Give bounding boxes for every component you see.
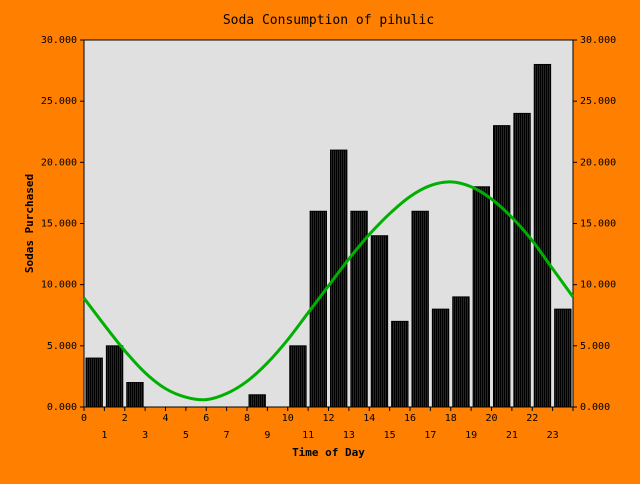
x-tick-label-23: 23 bbox=[547, 430, 559, 441]
bar-13 bbox=[350, 210, 368, 408]
bar-18 bbox=[452, 296, 470, 408]
bar-15 bbox=[391, 320, 409, 408]
bar-23 bbox=[554, 308, 572, 408]
y-tick-label-left: 5.000 bbox=[47, 341, 77, 352]
bar-10 bbox=[289, 345, 307, 408]
y-tick-label-right: 5.000 bbox=[580, 341, 610, 352]
x-tick-label-4: 4 bbox=[162, 413, 168, 424]
y-tick-label-left: 10.000 bbox=[41, 280, 77, 291]
chart-title: Soda Consumption of pihulic bbox=[223, 13, 434, 28]
x-tick-label-13: 13 bbox=[343, 430, 355, 441]
bar-0 bbox=[85, 357, 103, 408]
x-tick-label-15: 15 bbox=[384, 430, 396, 441]
bar-17 bbox=[431, 308, 450, 408]
bar-19 bbox=[472, 186, 490, 408]
x-tick-label-19: 19 bbox=[465, 430, 477, 441]
y-tick-label-left: 25.000 bbox=[41, 96, 77, 107]
x-tick-label-10: 10 bbox=[282, 413, 294, 424]
bar-1 bbox=[105, 345, 124, 408]
x-tick-label-7: 7 bbox=[224, 430, 230, 441]
y-tick-label-right: 15.000 bbox=[580, 219, 616, 230]
bar-8 bbox=[248, 394, 266, 408]
x-tick-label-3: 3 bbox=[142, 430, 148, 441]
y-tick-label-left: 15.000 bbox=[41, 219, 77, 230]
y-tick-label-right: 10.000 bbox=[580, 280, 616, 291]
x-tick-label-9: 9 bbox=[264, 430, 270, 441]
bar-16 bbox=[411, 210, 429, 408]
y-tick-label-right: 25.000 bbox=[580, 96, 616, 107]
x-tick-label-20: 20 bbox=[485, 413, 497, 424]
x-tick-label-22: 22 bbox=[526, 413, 538, 424]
y-tick-label-right: 0.000 bbox=[580, 402, 610, 413]
plot-area bbox=[83, 39, 574, 408]
x-tick-label-6: 6 bbox=[203, 413, 209, 424]
bars-group bbox=[85, 63, 572, 408]
y-tick-label-left: 30.000 bbox=[41, 35, 77, 46]
bar-20 bbox=[493, 125, 511, 408]
bar-22 bbox=[533, 63, 552, 408]
x-tick-label-21: 21 bbox=[506, 430, 518, 441]
y-tick-label-left: 0.000 bbox=[47, 402, 77, 413]
trend-curve bbox=[82, 180, 575, 402]
x-axis-title: Time of Day bbox=[292, 446, 365, 459]
x-tick-label-8: 8 bbox=[244, 413, 250, 424]
y-tick-label-right: 20.000 bbox=[580, 157, 616, 168]
y-tick-label-right: 30.000 bbox=[580, 35, 616, 46]
x-tick-label-2: 2 bbox=[122, 413, 128, 424]
x-tick-label-5: 5 bbox=[183, 430, 189, 441]
x-tick-label-17: 17 bbox=[424, 430, 436, 441]
x-tick-label-14: 14 bbox=[363, 413, 375, 424]
bar-12 bbox=[330, 149, 348, 408]
bar-14 bbox=[370, 235, 389, 408]
bar-2 bbox=[126, 382, 144, 408]
x-tick-label-18: 18 bbox=[445, 413, 457, 424]
y-axis-title: Sodas Purchased bbox=[23, 174, 36, 273]
x-tick-label-12: 12 bbox=[322, 413, 334, 424]
x-tick-label-1: 1 bbox=[101, 430, 107, 441]
bar-21 bbox=[513, 112, 531, 408]
x-tick-label-0: 0 bbox=[81, 413, 87, 424]
y-tick-label-left: 20.000 bbox=[41, 157, 77, 168]
x-tick-label-11: 11 bbox=[302, 430, 314, 441]
x-tick-label-16: 16 bbox=[404, 413, 416, 424]
